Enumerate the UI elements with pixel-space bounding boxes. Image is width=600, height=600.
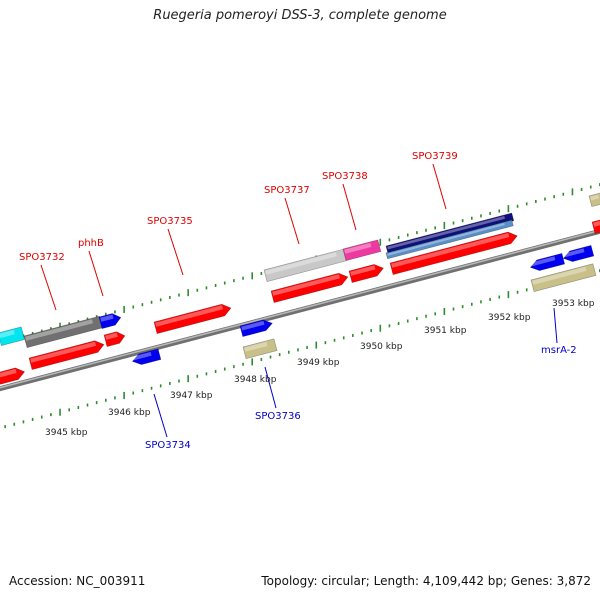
- feature-khaki-spo3736: [242, 338, 278, 359]
- features: [0, 192, 600, 385]
- backbone: [0, 228, 600, 392]
- feature-khaki-edge: [588, 192, 600, 208]
- feature-steelblue-spo3739: [385, 219, 514, 260]
- leader-lines: [40, 163, 558, 438]
- feature-red-left: [0, 367, 26, 385]
- leader-spo3736: [264, 366, 277, 409]
- ruler-label-3953: 3953 kbp: [552, 299, 595, 309]
- ruler-label-3949: 3949 kbp: [297, 358, 340, 368]
- feature-lightgray-spo3737: [263, 248, 347, 282]
- feature-pink-spo3738: [342, 239, 382, 261]
- feature-navy-spo3739: [385, 212, 515, 255]
- topology-summary: Topology: circular; Length: 4,109,442 bp…: [261, 574, 591, 588]
- ruler-label-3950: 3950 kbp: [360, 342, 403, 352]
- feature-blue-phhb: [98, 313, 122, 329]
- gene-label-msra-2: msrA-2: [541, 345, 577, 356]
- leader-spo3737: [284, 197, 300, 245]
- gene-label-spo3732: SPO3732: [19, 252, 65, 263]
- ruler-label-3952: 3952 kbp: [488, 313, 531, 323]
- feature-red-spo3738: [348, 264, 384, 283]
- leader-spo3735: [167, 228, 184, 276]
- feature-red-spo3737: [270, 272, 349, 303]
- accession-label: Accession: NC_003911: [9, 574, 146, 588]
- ruler-label-3946: 3946 kbp: [108, 408, 151, 418]
- gene-label-spo3736: SPO3736: [255, 411, 301, 422]
- feature-red-spo3739: [389, 231, 518, 275]
- gene-label-spo3739: SPO3739: [412, 151, 458, 162]
- leader-spo3732: [40, 264, 57, 311]
- leader-spo3734: [153, 393, 168, 438]
- feature-blue-spo3734: [131, 348, 162, 365]
- gene-labels-bottom: SPO3734 SPO3736 msrA-2: [145, 345, 577, 451]
- feature-khaki-msra2: [530, 263, 597, 292]
- gene-label-spo3734: SPO3734: [145, 440, 191, 451]
- feature-blue-spo3736a: [239, 319, 273, 338]
- leader-phhb: [88, 250, 104, 297]
- feature-red-edge: [591, 219, 600, 234]
- ruler-label-3951: 3951 kbp: [424, 326, 467, 336]
- ruler-label-3948: 3948 kbp: [234, 375, 277, 385]
- feature-blue-msra2: [529, 253, 566, 271]
- leader-msra2: [553, 307, 558, 344]
- feature-cyan-left: [0, 326, 25, 346]
- gene-label-spo3737: SPO3737: [264, 185, 310, 196]
- ruler-label-3947: 3947 kbp: [170, 391, 213, 401]
- gene-label-spo3735: SPO3735: [147, 216, 193, 227]
- gene-label-spo3738: SPO3738: [322, 171, 368, 182]
- leader-spo3739: [432, 163, 447, 210]
- leader-spo3738: [342, 183, 357, 231]
- feature-blue-msra2b: [562, 245, 595, 262]
- map-title: Ruegeria pomeroyi DSS-3, complete genome: [153, 8, 447, 23]
- ruler-labels: 3945 kbp 3946 kbp 3947 kbp 3948 kbp 3949…: [45, 299, 595, 438]
- gene-labels-top: SPO3732 phhB SPO3735 SPO3737 SPO3738 SPO…: [19, 151, 458, 263]
- feature-red-phhb: [103, 331, 126, 347]
- feature-red-spo3735: [153, 303, 232, 334]
- gene-label-phhb: phhB: [78, 238, 104, 249]
- feature-red-spo3732: [28, 340, 105, 370]
- ruler-label-3945: 3945 kbp: [45, 428, 88, 438]
